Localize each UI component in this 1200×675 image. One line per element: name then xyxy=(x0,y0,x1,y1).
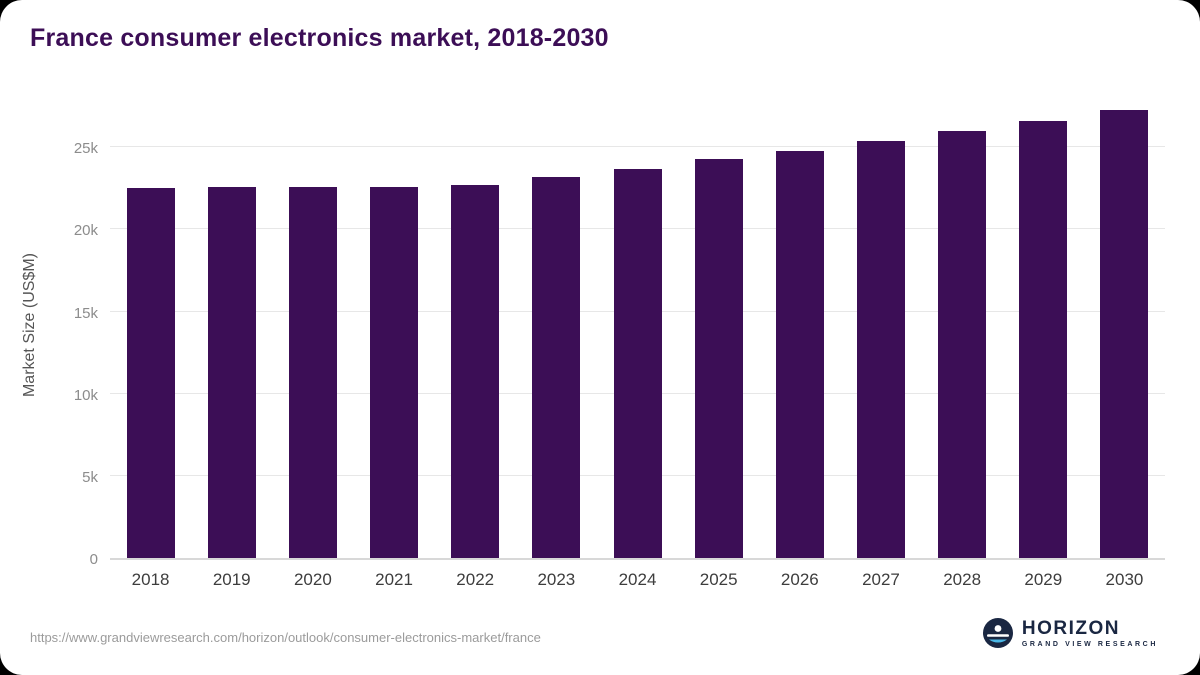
bar-slot xyxy=(1084,100,1165,558)
bar-slot xyxy=(516,100,597,558)
x-tick-label: 2021 xyxy=(375,570,413,589)
bar-2025[interactable] xyxy=(694,158,743,558)
bar-slot xyxy=(759,100,840,558)
logo-text: HORIZON GRAND VIEW RESEARCH xyxy=(1021,617,1158,648)
bar-2030[interactable] xyxy=(1100,109,1149,558)
bar-2028[interactable] xyxy=(938,130,987,558)
x-axis-labels: 2018 2019 2020 2021 2022 2023 2024 2025 2026 2027… xyxy=(110,570,1165,590)
bar-slot xyxy=(353,100,434,558)
y-tick-label: 15k xyxy=(73,304,98,322)
x-tick-label: 2027 xyxy=(862,570,900,589)
x-tick-label: 2018 xyxy=(131,570,170,589)
gridline xyxy=(110,146,1165,148)
logo-subtitle: GRAND VIEW RESEARCH xyxy=(1021,640,1158,648)
x-tick-label: 2025 xyxy=(699,570,738,589)
bar-2018[interactable] xyxy=(126,188,175,558)
y-tick-label: 10k xyxy=(73,386,98,404)
y-tick-label: 0 xyxy=(89,551,98,568)
bar-2027[interactable] xyxy=(856,140,905,558)
bar-slot xyxy=(110,100,191,558)
x-tick-label: 2020 xyxy=(293,570,332,589)
bar-2029[interactable] xyxy=(1019,121,1068,558)
y-axis-ticks: 0 5k 10k 15k 20k 25k xyxy=(0,100,98,568)
bar-2022[interactable] xyxy=(451,185,500,558)
y-tick-label: 5k xyxy=(82,468,98,486)
source-url: https://www.grandviewresearch.com/horizo… xyxy=(30,630,541,645)
bar-2023[interactable] xyxy=(532,176,581,558)
bar-2020[interactable] xyxy=(288,186,337,558)
x-tick-label: 2019 xyxy=(212,570,251,589)
x-tick-label: 2029 xyxy=(1024,570,1063,589)
horizon-logo: HORIZON GRAND VIEW RESEARCH xyxy=(982,617,1158,648)
x-tick-label: 2028 xyxy=(943,570,982,589)
horizon-sun-icon xyxy=(982,618,1013,648)
x-tick-label: 2024 xyxy=(618,570,657,589)
bar-2019[interactable] xyxy=(207,186,256,558)
bar-series xyxy=(110,100,1165,558)
bar-slot xyxy=(435,100,516,558)
x-tick-label: 2026 xyxy=(780,570,819,589)
bar-2021[interactable] xyxy=(370,186,419,558)
plot-area xyxy=(110,100,1165,560)
bar-slot xyxy=(272,100,353,558)
logo-name: HORIZON xyxy=(1021,617,1120,639)
bar-2026[interactable] xyxy=(775,150,824,558)
x-tick-label: 2022 xyxy=(456,570,495,589)
y-tick-label: 20k xyxy=(73,222,98,240)
bar-slot xyxy=(922,100,1003,558)
bar-slot xyxy=(191,100,272,558)
bar-2024[interactable] xyxy=(613,168,662,558)
bar-slot xyxy=(1003,100,1084,558)
bar-slot xyxy=(840,100,921,558)
bar-slot xyxy=(597,100,678,558)
x-tick-label: 2023 xyxy=(537,570,576,589)
x-tick-label: 2030 xyxy=(1105,570,1144,589)
bar-slot xyxy=(678,100,759,558)
chart-title: France consumer electronics market, 2018… xyxy=(30,24,609,52)
y-tick-label: 25k xyxy=(73,140,98,158)
